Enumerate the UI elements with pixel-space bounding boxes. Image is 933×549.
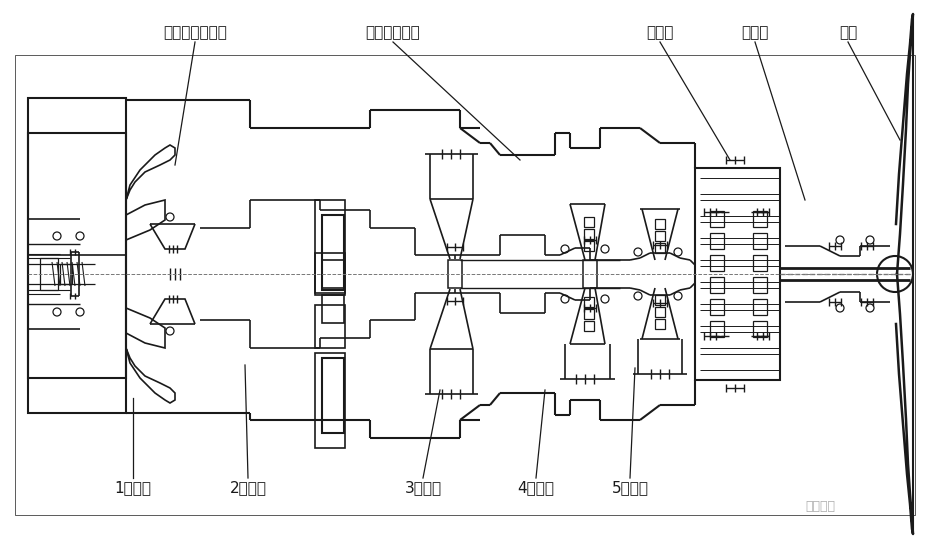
Bar — [655, 295, 665, 305]
Bar — [753, 233, 767, 249]
Bar — [322, 260, 344, 288]
Bar — [322, 215, 344, 290]
Text: 航空之家: 航空之家 — [805, 500, 835, 513]
Text: 5号支承: 5号支承 — [611, 480, 648, 495]
Text: 桨叶: 桨叶 — [839, 25, 857, 40]
Bar — [315, 305, 345, 348]
Text: 动力涡轮转子: 动力涡轮转子 — [366, 25, 421, 40]
Bar — [584, 309, 594, 319]
Bar — [655, 219, 665, 229]
Bar — [584, 229, 594, 239]
Bar — [695, 168, 780, 380]
Bar — [315, 253, 345, 293]
Bar — [583, 260, 597, 288]
Text: 2号支承: 2号支承 — [230, 480, 267, 495]
Text: 螺桨轴: 螺桨轴 — [742, 25, 769, 40]
Bar — [753, 255, 767, 271]
Text: 燃气发生器转子: 燃气发生器转子 — [163, 25, 227, 40]
Text: 减速器: 减速器 — [647, 25, 674, 40]
Bar — [60, 264, 72, 284]
Bar — [448, 260, 462, 288]
Bar — [28, 133, 126, 378]
Bar — [655, 307, 665, 317]
Bar — [584, 321, 594, 331]
Bar — [710, 255, 724, 271]
Bar — [655, 243, 665, 253]
Bar — [710, 277, 724, 293]
Bar — [584, 241, 594, 251]
Bar — [655, 319, 665, 329]
Bar — [584, 297, 594, 307]
Bar — [710, 211, 724, 227]
Bar — [710, 233, 724, 249]
Bar — [584, 217, 594, 227]
Bar — [655, 231, 665, 241]
Text: 3号支承: 3号支承 — [404, 480, 441, 495]
Text: 4号支承: 4号支承 — [518, 480, 554, 495]
Bar — [753, 299, 767, 315]
Bar — [15, 55, 915, 515]
Bar — [40, 258, 58, 290]
Bar — [28, 98, 126, 413]
Bar — [315, 200, 345, 295]
Bar — [753, 277, 767, 293]
Bar — [753, 321, 767, 337]
Bar — [710, 299, 724, 315]
Bar — [753, 211, 767, 227]
Text: 1号支承: 1号支承 — [115, 480, 151, 495]
Bar — [322, 358, 344, 433]
Bar — [710, 321, 724, 337]
Bar — [322, 295, 344, 323]
Bar — [315, 353, 345, 448]
